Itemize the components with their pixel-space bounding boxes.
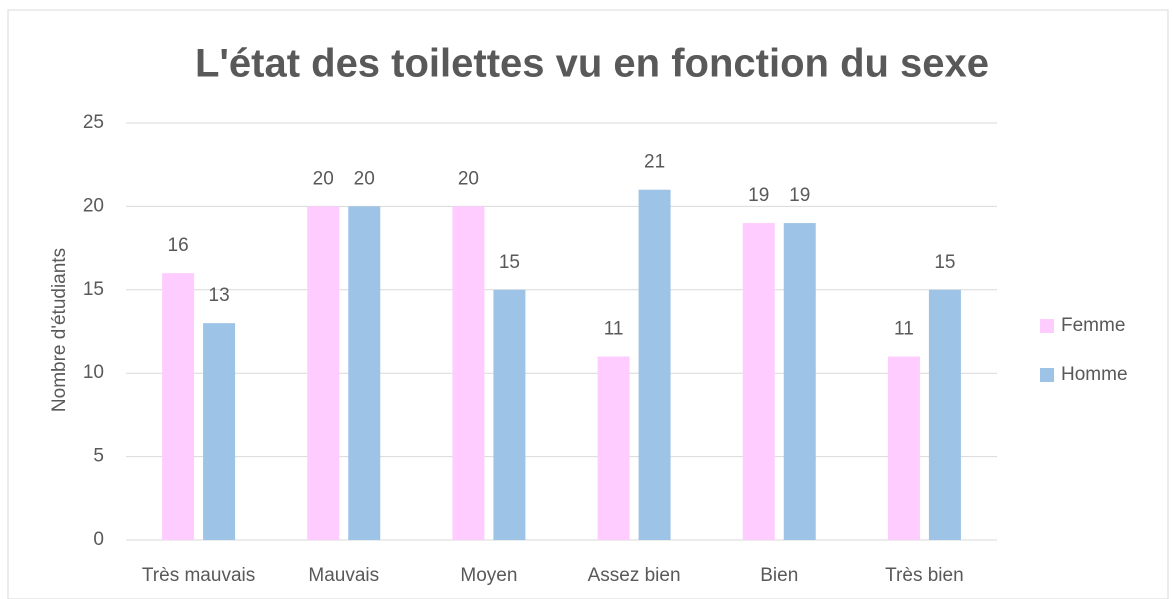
data-label: 20	[458, 168, 479, 189]
data-label: 13	[209, 285, 230, 306]
bar	[452, 206, 485, 540]
y-tick-label: 10	[83, 362, 104, 383]
x-tick-label: Moyen	[460, 565, 517, 586]
bar	[348, 206, 381, 540]
bar	[887, 356, 920, 540]
x-tick-label: Mauvais	[308, 565, 379, 586]
y-tick-label: 25	[83, 112, 104, 133]
bar	[928, 289, 961, 540]
x-tick-label: Très bien	[885, 565, 964, 586]
data-label: 21	[644, 152, 665, 173]
data-label: 15	[934, 252, 955, 273]
data-label: 16	[168, 235, 189, 256]
data-label: 20	[354, 168, 375, 189]
bar	[597, 356, 630, 540]
x-tick-label: Très mauvais	[142, 565, 255, 586]
x-tick-label: Assez bien	[588, 565, 681, 586]
bar	[203, 323, 236, 540]
y-axis-label: Nombre d'étudiants	[49, 248, 70, 412]
legend-swatch	[1040, 368, 1054, 382]
data-label: 15	[499, 252, 520, 273]
y-tick-label: 20	[83, 195, 104, 216]
y-tick-label: 15	[83, 279, 104, 300]
bar	[783, 223, 816, 540]
data-label: 11	[604, 319, 624, 340]
bar	[493, 289, 526, 540]
y-tick-label: 5	[93, 446, 104, 467]
data-label: 19	[789, 185, 810, 206]
legend-swatch	[1040, 319, 1054, 333]
bar	[162, 273, 195, 540]
y-tick-label: 0	[93, 529, 104, 550]
data-label: 20	[313, 168, 334, 189]
chart-frame	[7, 9, 1169, 599]
bar	[307, 206, 340, 540]
data-label: 19	[748, 185, 769, 206]
data-label: 11	[894, 319, 914, 340]
x-tick-label: Bien	[760, 565, 798, 586]
bar	[638, 189, 671, 540]
bar	[742, 223, 775, 540]
chart-title: L'état des toilettes vu en fonction du s…	[195, 42, 989, 86]
legend-label: Homme	[1061, 364, 1128, 385]
legend-label: Femme	[1061, 315, 1125, 336]
